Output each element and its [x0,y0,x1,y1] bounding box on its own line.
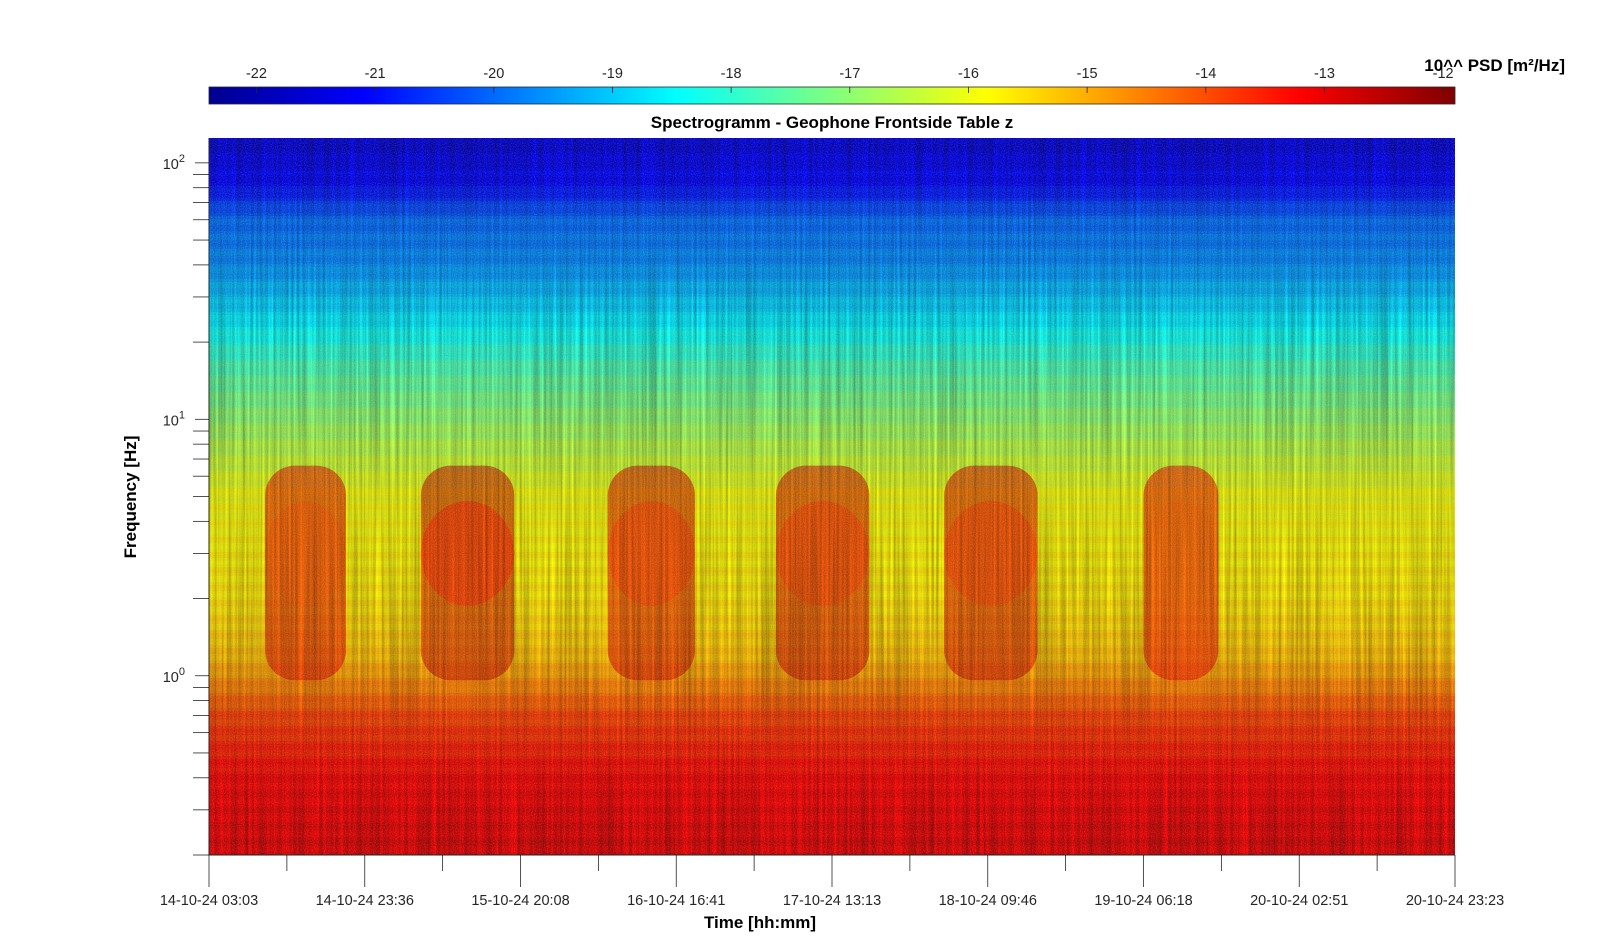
colorbar: -22 -21 -20 -19 -18 -17 -16 -15 -14 -13 -12 10^^ P… [208,56,1565,105]
y-tick-base: 10 [163,413,179,429]
colorbar-tick-label: -19 [602,66,623,82]
y-tick-label: 101 [163,409,185,429]
colorbar-tick-label: -15 [1077,66,1098,82]
x-tick-label: 16-10-24 16:41 [627,893,725,909]
y-tick-base: 10 [163,157,179,173]
colorbar-tick-label: -22 [246,66,267,82]
y-axis-title: Frequency [Hz] [121,436,140,559]
colorbar-tick-label: -21 [365,66,386,82]
x-tick-label: 14-10-24 23:36 [316,893,414,909]
colorbar-tick-label: -18 [721,66,742,82]
colorbar-label: 10^^ PSD [m²/Hz] [1424,56,1565,75]
chart-title: Spectrogramm - Geophone Frontside Table … [651,113,1013,132]
x-axis-title: Time [hh:mm] [704,913,816,932]
colorbar-tick-label: -17 [839,66,860,82]
x-tick-label: 20-10-24 02:51 [1250,893,1348,909]
x-tick-label: 18-10-24 09:46 [939,893,1037,909]
x-tick-label: 14-10-24 03:03 [160,893,258,909]
x-axis: 14-10-24 03:03 14-10-24 23:36 15-10-24 20:… [160,854,1504,909]
colorbar-tick-label: -20 [483,66,504,82]
colorbar-tick-label: -13 [1314,66,1335,82]
colorbar-ticks: -22 -21 -20 -19 -18 -17 -16 -15 -14 -13 -12 [246,66,1454,93]
y-tick-label: 102 [163,153,185,173]
y-tick-label: 100 [163,666,185,686]
colorbar-gradient [208,86,1456,105]
y-tick-base: 10 [163,670,179,686]
colorbar-tick-label: -16 [958,66,979,82]
spectrogram-plot [209,138,1455,855]
x-tick-label: 15-10-24 20:08 [471,893,569,909]
colorbar-tick-label: -14 [1195,66,1216,82]
y-tick-exponent: 0 [179,666,185,678]
y-tick-exponent: 2 [179,153,185,165]
x-tick-label: 19-10-24 06:18 [1094,893,1192,909]
speckle-texture [209,138,1455,855]
colorbar-tick-label: -12 [1433,66,1454,82]
x-tick-label: 20-10-24 23:23 [1406,893,1504,909]
x-tick-label: 17-10-24 13:13 [783,893,881,909]
y-tick-exponent: 1 [179,409,185,421]
